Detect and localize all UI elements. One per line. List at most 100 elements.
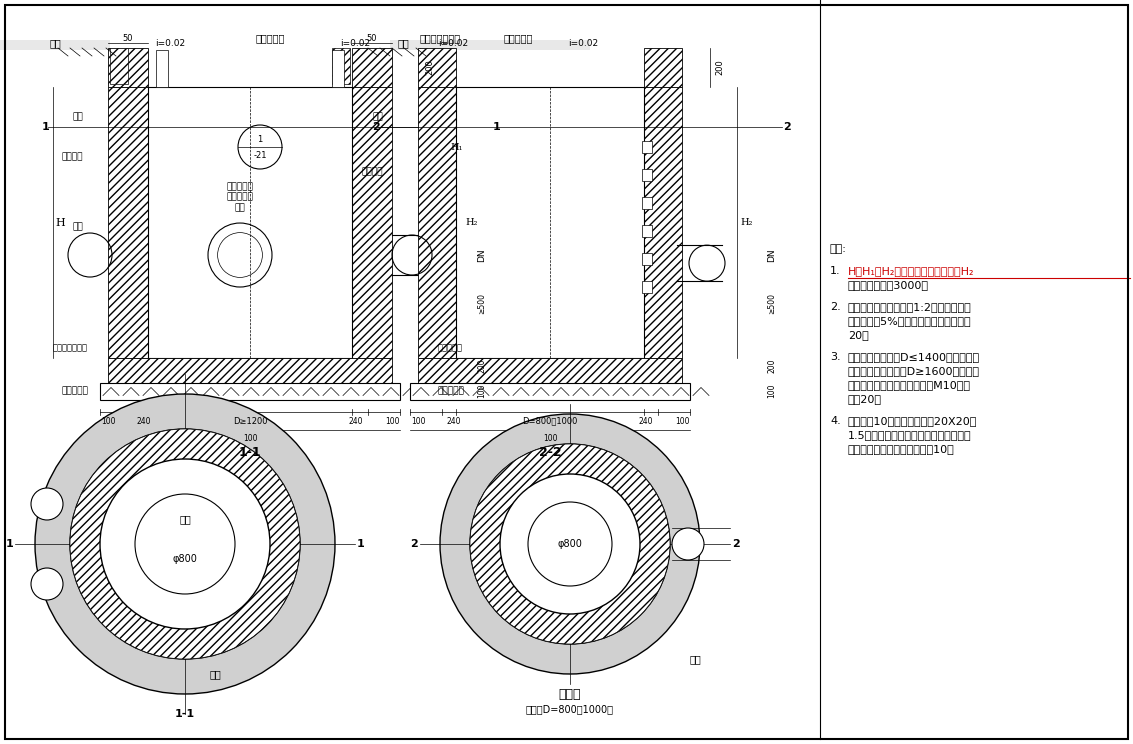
Text: 100: 100	[543, 434, 557, 443]
Text: 1.5寸的铁钉钉入砖缝，以固定钢丝网，: 1.5寸的铁钉钉入砖缝，以固定钢丝网，	[847, 430, 972, 440]
Text: 抹面: 抹面	[73, 112, 83, 121]
Circle shape	[31, 568, 63, 600]
Text: 3.: 3.	[830, 352, 841, 362]
Text: 20。: 20。	[847, 330, 869, 340]
Text: 2-2: 2-2	[538, 446, 561, 458]
Text: （井径D=800～1000）: （井径D=800～1000）	[526, 704, 614, 714]
Text: 混凝土底板: 混凝土底板	[438, 344, 463, 353]
Bar	[332, 50, 344, 87]
Text: 地面: 地面	[49, 38, 61, 48]
Text: 240: 240	[639, 417, 654, 426]
Text: 2: 2	[372, 122, 380, 132]
Text: 240: 240	[349, 417, 364, 426]
Bar	[642, 225, 651, 237]
Text: 2: 2	[732, 539, 740, 549]
Text: 1: 1	[42, 122, 50, 132]
Text: 钢丝网水泥
砂浆衬里或
抹面: 钢丝网水泥 砂浆衬里或 抹面	[227, 182, 254, 212]
Text: 说明:: 说明:	[830, 244, 846, 254]
Text: 钢筋混凝土底板: 钢筋混凝土底板	[53, 344, 88, 353]
Text: H₁: H₁	[451, 144, 463, 153]
Text: 混凝土垫层: 混凝土垫层	[61, 386, 88, 396]
Bar	[148, 87, 352, 358]
Text: ≥500: ≥500	[767, 293, 776, 314]
Text: 钢筋混凝土盖板: 钢筋混凝土盖板	[419, 33, 460, 43]
Wedge shape	[70, 429, 300, 659]
Text: 50: 50	[367, 33, 377, 42]
Circle shape	[440, 414, 700, 674]
Text: 200: 200	[767, 359, 776, 373]
Text: -21: -21	[254, 150, 266, 159]
Text: i=0.02: i=0.02	[340, 39, 370, 48]
Bar	[108, 48, 148, 87]
Bar	[390, 40, 590, 50]
Bar	[410, 383, 690, 400]
Circle shape	[70, 429, 300, 659]
Bar	[108, 87, 148, 358]
Bar	[642, 169, 651, 181]
Text: 1: 1	[6, 539, 12, 549]
Circle shape	[470, 444, 670, 644]
Text: 50: 50	[122, 33, 134, 42]
Text: 钢丝网用10号钢丝，网眼为20X20，: 钢丝网用10号钢丝，网眼为20X20，	[847, 416, 978, 426]
Text: i=0.02: i=0.02	[568, 39, 598, 48]
Text: 1-1: 1-1	[174, 709, 195, 719]
Text: 100: 100	[385, 417, 399, 426]
Bar	[642, 253, 651, 265]
Text: 踏步: 踏步	[210, 669, 221, 679]
Text: 100: 100	[477, 384, 486, 398]
Text: 做法同井外壁；井径D≥1600采用钢丝: 做法同井外壁；井径D≥1600采用钢丝	[847, 366, 980, 376]
Bar	[418, 358, 682, 383]
Bar	[0, 40, 110, 50]
Text: 最大值不得大于3000。: 最大值不得大于3000。	[847, 280, 929, 290]
Text: 200: 200	[426, 60, 434, 75]
Text: 2: 2	[410, 539, 418, 549]
Text: 平面图: 平面图	[559, 687, 581, 701]
Text: 地面: 地面	[398, 38, 409, 48]
Text: D≥1200: D≥1200	[232, 417, 267, 426]
Bar	[642, 141, 651, 153]
Circle shape	[672, 528, 704, 560]
Bar	[642, 197, 651, 209]
Text: 砖砌井壁: 砖砌井壁	[361, 167, 383, 176]
Bar	[332, 48, 350, 84]
Bar	[110, 48, 128, 84]
Wedge shape	[470, 444, 670, 644]
Text: 2: 2	[783, 122, 791, 132]
Text: 100: 100	[767, 384, 776, 398]
Text: 面厚20。: 面厚20。	[847, 394, 881, 404]
Text: 1.: 1.	[830, 266, 841, 276]
Text: DN: DN	[767, 248, 776, 262]
Text: i=0.02: i=0.02	[155, 39, 185, 48]
Text: 4.: 4.	[830, 416, 841, 426]
Text: 踏步: 踏步	[689, 654, 701, 664]
Bar	[352, 48, 392, 87]
Text: 1: 1	[493, 122, 501, 132]
Circle shape	[100, 459, 270, 629]
Bar	[418, 48, 455, 87]
Text: 砖拱: 砖拱	[73, 222, 83, 231]
Text: 混凝土垫层: 混凝土垫层	[438, 386, 465, 396]
Circle shape	[35, 394, 335, 694]
Text: 网水泥砂浆衬里，水泥砂浆用M10，抹: 网水泥砂浆衬里，水泥砂浆用M10，抹	[847, 380, 971, 390]
Text: 水泥重量的5%的防水剂）抹面，抹面厚: 水泥重量的5%的防水剂）抹面，抹面厚	[847, 316, 972, 326]
Text: 1: 1	[357, 539, 365, 549]
Text: 100: 100	[242, 434, 257, 443]
Text: 人孔: 人孔	[179, 514, 190, 524]
Text: D=800～1000: D=800～1000	[522, 417, 578, 426]
Bar	[642, 281, 651, 293]
Text: 240: 240	[137, 417, 151, 426]
Bar	[100, 383, 400, 400]
Text: 240: 240	[446, 417, 461, 426]
Text: 100: 100	[675, 417, 689, 426]
Text: 200: 200	[716, 60, 724, 75]
Circle shape	[500, 474, 640, 614]
Text: 间距为六皮砖，钢丝网距砖壁10。: 间距为六皮砖，钢丝网距砖壁10。	[847, 444, 955, 454]
Text: 井盖及支座: 井盖及支座	[255, 33, 284, 43]
Bar	[352, 87, 392, 358]
Text: 200: 200	[477, 359, 486, 373]
Text: 1-1: 1-1	[239, 446, 262, 458]
Text: H: H	[56, 217, 65, 228]
Text: 抹面: 抹面	[373, 112, 383, 121]
Bar	[644, 48, 682, 87]
Text: 100: 100	[101, 417, 116, 426]
